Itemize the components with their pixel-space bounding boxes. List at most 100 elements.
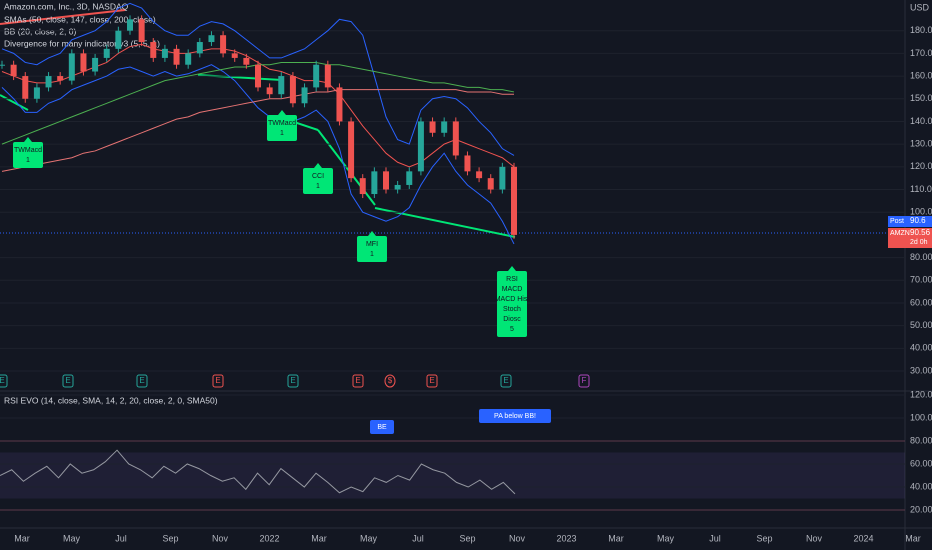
x-tick-label: Sep <box>756 533 772 543</box>
y-tick-label: 30.00 <box>910 365 932 375</box>
rsi-title: RSI EVO (14, close, SMA, 14, 2, 20, clos… <box>4 395 218 405</box>
candle <box>487 178 494 190</box>
x-tick-label: Mar <box>905 533 921 543</box>
y-tick-label: 120.00 <box>910 161 932 171</box>
rsi-band <box>0 452 905 499</box>
signal-text: 1 <box>26 157 30 164</box>
y-tick-label: 110.00 <box>910 184 932 194</box>
signal-text: MACD <box>502 286 523 293</box>
candle <box>301 87 308 104</box>
signal-pointer <box>278 110 286 115</box>
price-tag-label: Post <box>890 218 904 225</box>
rsi-tick-label: 80.00 <box>910 435 932 445</box>
candle <box>68 53 75 81</box>
signal-box <box>267 115 297 141</box>
event-label: E <box>65 376 70 385</box>
candle <box>173 48 180 65</box>
candle <box>511 166 517 235</box>
x-tick-label: Nov <box>806 533 823 543</box>
candle <box>80 53 87 72</box>
rsi-line <box>0 449 516 495</box>
candle <box>0 64 5 66</box>
event-marker <box>384 374 396 388</box>
y-tick-label: 70.00 <box>910 275 932 285</box>
signal-pointer <box>368 231 376 236</box>
candle <box>10 64 17 77</box>
legend-line: BB (20, close, 2, 0) <box>4 26 76 36</box>
legend-line: SMAs (50, close, 147, close, 200, close) <box>4 14 156 24</box>
x-tick-label: Jul <box>709 533 721 543</box>
signal-text: CCI <box>312 173 324 180</box>
candle <box>476 171 483 179</box>
candle <box>103 48 110 58</box>
candle <box>266 87 273 95</box>
price-tag-value: 90.6 <box>910 216 926 225</box>
signal-pointer <box>314 163 322 168</box>
candle <box>359 178 366 195</box>
candle <box>220 35 227 54</box>
candle <box>313 64 320 88</box>
event-marker <box>426 374 438 388</box>
candle <box>92 57 99 72</box>
y-tick-label: 140.00 <box>910 116 932 126</box>
candle <box>150 42 157 58</box>
signal-text: 1 <box>370 251 374 258</box>
y-tick-label: 130.00 <box>910 139 932 149</box>
x-tick-label: Sep <box>162 533 178 543</box>
y-tick-label: 60.00 <box>910 297 932 307</box>
signal-text: RSI <box>506 276 518 283</box>
event-label: E <box>215 376 220 385</box>
x-tick-label: Jul <box>115 533 127 543</box>
candle <box>22 76 29 99</box>
candle <box>127 19 133 31</box>
rsi-tick-label: 20.00 <box>910 504 932 514</box>
signal-text: 5 <box>510 326 514 333</box>
divergence-line <box>0 9 126 25</box>
rsi-tick-label: 120.00 <box>910 389 932 399</box>
x-tick-label: Mar <box>608 533 624 543</box>
indicator-line <box>1 2 515 156</box>
candle <box>45 76 52 88</box>
candle <box>406 171 413 185</box>
signal-text: 1 <box>280 130 284 137</box>
candle <box>452 121 459 156</box>
candle <box>243 57 250 65</box>
candle <box>371 171 378 195</box>
candle <box>185 53 192 65</box>
candle <box>161 48 168 58</box>
candle <box>57 76 64 81</box>
event-marker <box>578 374 590 388</box>
signal-box <box>303 168 333 194</box>
candle <box>208 35 215 43</box>
y-tick-label: 170.00 <box>910 48 932 58</box>
x-tick-label: May <box>657 533 675 543</box>
rsi-signal-text: BE <box>377 424 387 431</box>
signal-pointer <box>508 266 516 271</box>
candle <box>464 155 471 172</box>
price-tag-value: 90.56 <box>910 228 931 237</box>
divergence-line <box>374 207 516 238</box>
event-label: E <box>139 376 144 385</box>
y-tick-label: 100.00 <box>910 207 932 217</box>
signal-text: MACD Hist <box>495 296 530 303</box>
y-tick-label: 80.00 <box>910 252 932 262</box>
candle <box>255 64 261 88</box>
event-label: F <box>582 376 587 385</box>
candle <box>324 64 331 88</box>
x-tick-label: Nov <box>212 533 229 543</box>
price-tag-sub: 2d 0h <box>910 239 928 246</box>
rsi-tick-label: 40.00 <box>910 481 932 491</box>
candle <box>336 87 343 122</box>
candle <box>289 76 296 104</box>
indicator-line <box>1 64 515 245</box>
candle <box>499 166 506 190</box>
candle <box>383 171 389 190</box>
rsi-tick-label: 60.00 <box>910 458 932 468</box>
candle <box>278 76 285 95</box>
candle <box>441 121 448 133</box>
x-tick-label: Mar <box>14 533 30 543</box>
x-tick-label: May <box>360 533 378 543</box>
candle <box>231 53 238 58</box>
